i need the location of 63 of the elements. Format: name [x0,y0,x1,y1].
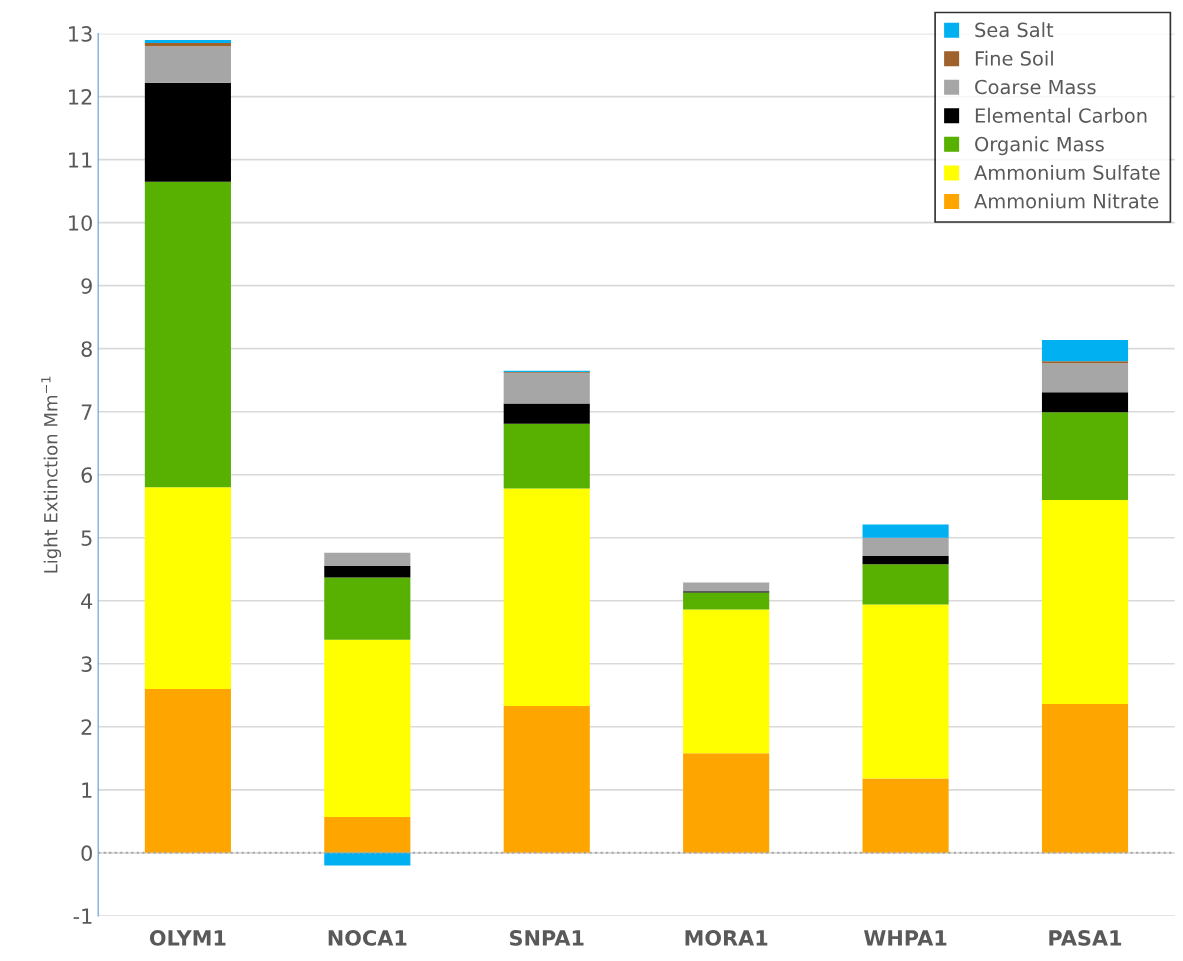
bar [503,706,590,853]
y-tick-label: 11 [69,152,92,168]
x-tick-label: MORA1 [685,930,768,946]
bar [144,82,231,182]
bar [324,552,411,567]
legend-label: Ammonium Nitrate [974,193,1159,209]
y-tick-label: 1 [82,782,92,798]
bar [503,423,590,489]
bar [324,852,411,866]
x-tick-label: OLYM1 [149,930,226,946]
legend-label: Coarse Mass [975,79,1096,95]
bar [144,181,231,488]
y-tick-label: 3 [81,656,92,672]
bar [144,39,231,44]
bar [683,582,770,592]
bar [1041,363,1129,393]
y-axis-title: Light Extinction Mm$^{−1}$ [41,376,62,573]
legend-label: Sea Salt [975,22,1054,38]
y-tick-label: 0 [81,845,92,862]
y-tick-label: 2 [81,719,92,735]
bar [144,487,231,689]
bar [324,816,411,853]
bar [324,577,411,640]
bar [503,372,590,404]
legend-label: Ammonium Sulfate [974,164,1160,180]
bar [862,556,949,565]
y-tick-label: 4 [81,593,93,609]
x-tick-label: PASA1 [1049,930,1122,946]
bar [862,604,949,779]
bar [1041,392,1129,413]
y-tick-label: 6 [81,467,93,483]
legend-label: Organic Mass [975,136,1104,156]
bar [862,564,949,605]
bar [144,688,231,853]
y-tick-label: 5 [81,530,92,546]
bar [1041,412,1129,500]
y-tick-label: 10 [69,215,92,231]
x-tick-label: NOCA1 [328,930,407,946]
y-tick-label: 12 [69,89,92,105]
bar [503,403,590,424]
bar [683,592,770,610]
y-tick-label: 7 [81,404,92,420]
bar [144,43,231,47]
x-tick-label: WHPA1 [864,930,947,946]
legend-label: Fine Soil [975,50,1053,66]
bar [503,488,590,706]
y-tick-label: 9 [81,278,92,294]
bar [1041,704,1129,853]
bar [862,537,949,557]
bar [1041,499,1129,705]
y-tick-label: 13 [69,26,92,42]
bar [683,609,770,754]
legend-label: Elemental Carbon [975,107,1147,123]
bar [862,778,949,853]
bar [862,524,949,538]
x-tick-label: SNPA1 [510,930,584,946]
bar [324,566,411,578]
y-tick-label: 8 [81,341,92,357]
bar [683,753,770,853]
bar [1041,339,1129,362]
bar [324,639,411,817]
y-tick-label: -1 [73,908,92,924]
bar [144,46,231,83]
